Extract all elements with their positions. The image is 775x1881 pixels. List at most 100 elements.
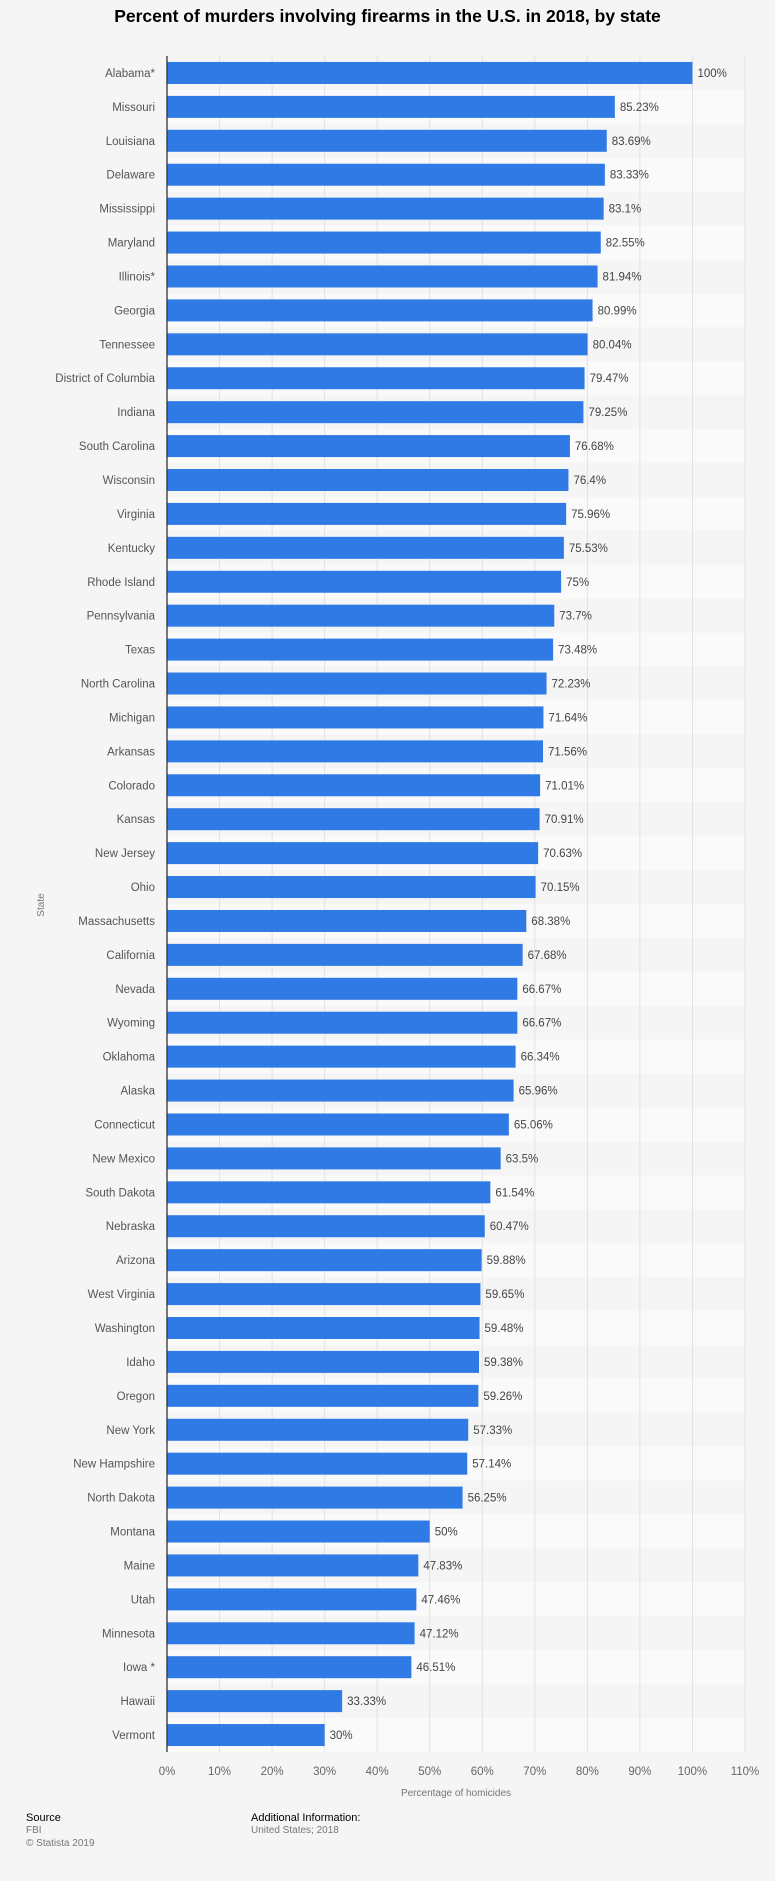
x-tick-label: 60% [471,1766,494,1778]
category-label: Oklahoma [103,1052,156,1064]
x-axis-title: Percentage of homicides [401,1788,511,1799]
bar[interactable] [167,876,536,899]
data-label: 66.67% [522,984,561,996]
bar[interactable] [167,299,593,322]
bar[interactable] [167,1452,468,1475]
bar[interactable] [167,740,544,763]
data-label: 79.47% [590,373,629,385]
data-label: 63.5% [506,1153,539,1165]
footer-source: Source FBI © Statista 2019 [26,1812,95,1850]
bar[interactable] [167,129,607,152]
category-label: Mississippi [99,204,155,216]
bar[interactable] [167,638,554,661]
info-heading: Additional Information: [251,1812,361,1824]
bar[interactable] [167,977,518,1000]
bar[interactable] [167,197,604,220]
data-label: 71.64% [548,712,587,724]
bar[interactable] [167,1622,415,1645]
bar[interactable] [167,1588,417,1611]
bar[interactable] [167,1181,491,1204]
data-label: 46.51% [416,1662,455,1674]
data-label: 72.23% [552,679,591,691]
bar[interactable] [167,367,585,390]
data-label: 57.33% [473,1425,512,1437]
category-label: Wisconsin [103,475,155,487]
bar[interactable] [167,1724,325,1747]
bar[interactable] [167,604,555,627]
bar[interactable] [167,333,588,356]
bar[interactable] [167,1418,469,1441]
bar[interactable] [167,1147,501,1170]
data-label: 75.96% [571,509,610,521]
source-name[interactable]: FBI [26,1825,42,1836]
data-label: 73.48% [558,645,597,657]
bar[interactable] [167,265,598,288]
x-tick-label: 10% [208,1766,231,1778]
category-label: Alabama* [105,68,155,80]
category-label: District of Columbia [55,373,155,385]
bar[interactable] [167,1079,514,1102]
category-label: California [106,950,155,962]
category-label: Nebraska [106,1221,156,1233]
x-tick-label: 50% [418,1766,441,1778]
data-label: 73.7% [559,611,592,623]
bar[interactable] [167,469,569,491]
bar[interactable] [167,1249,482,1272]
data-label: 83.69% [612,136,651,148]
bar[interactable] [167,706,544,729]
bar[interactable] [167,1554,419,1577]
category-label: West Virginia [88,1289,156,1301]
category-label: Maine [124,1560,155,1572]
bar[interactable] [167,1520,430,1543]
bar[interactable] [167,1690,343,1713]
bar[interactable] [167,842,539,865]
bar[interactable] [167,502,567,525]
data-label: 83.33% [610,170,649,182]
category-label: South Carolina [79,441,156,453]
bar[interactable] [167,570,562,593]
bar[interactable] [167,61,693,84]
data-label: 65.06% [514,1119,553,1131]
bar[interactable] [167,1486,463,1509]
category-label: Idaho [126,1357,155,1369]
category-label: Connecticut [94,1119,156,1131]
data-label: 70.91% [545,814,584,826]
bar[interactable] [167,1384,479,1407]
category-label: Ohio [131,882,155,894]
data-label: 68.38% [531,916,570,928]
data-label: 80.99% [598,305,637,317]
data-label: 30% [330,1730,353,1742]
category-label: Colorado [108,780,155,792]
bar[interactable] [167,1317,480,1339]
bar[interactable] [167,774,541,797]
bar[interactable] [167,1011,518,1034]
category-label: Oregon [117,1391,155,1403]
category-label: Virginia [117,509,156,521]
bar[interactable] [167,808,540,831]
bar[interactable] [167,536,564,559]
bar[interactable] [167,672,547,695]
bar[interactable] [167,1283,481,1306]
bar[interactable] [167,231,601,254]
data-label: 59.65% [485,1289,524,1301]
bar[interactable] [167,1656,412,1679]
bar[interactable] [167,95,615,118]
data-label: 76.68% [575,441,614,453]
bar[interactable] [167,943,523,966]
footer-additional-info: Additional Information: United States; 2… [251,1812,360,1837]
category-label: New Jersey [95,848,155,860]
bar[interactable] [167,1113,509,1136]
bar[interactable] [167,435,570,458]
data-label: 56.25% [468,1493,507,1505]
data-label: 47.12% [420,1628,459,1640]
bar[interactable] [167,909,527,932]
data-label: 76.4% [573,475,606,487]
bar[interactable] [167,1350,480,1373]
category-label: Louisiana [106,136,156,148]
bar[interactable] [167,1045,516,1068]
bar[interactable] [167,163,605,186]
bar[interactable] [167,1215,485,1238]
bar[interactable] [167,401,584,424]
category-label: New Mexico [92,1153,155,1165]
category-label: Rhode Island [87,577,155,589]
